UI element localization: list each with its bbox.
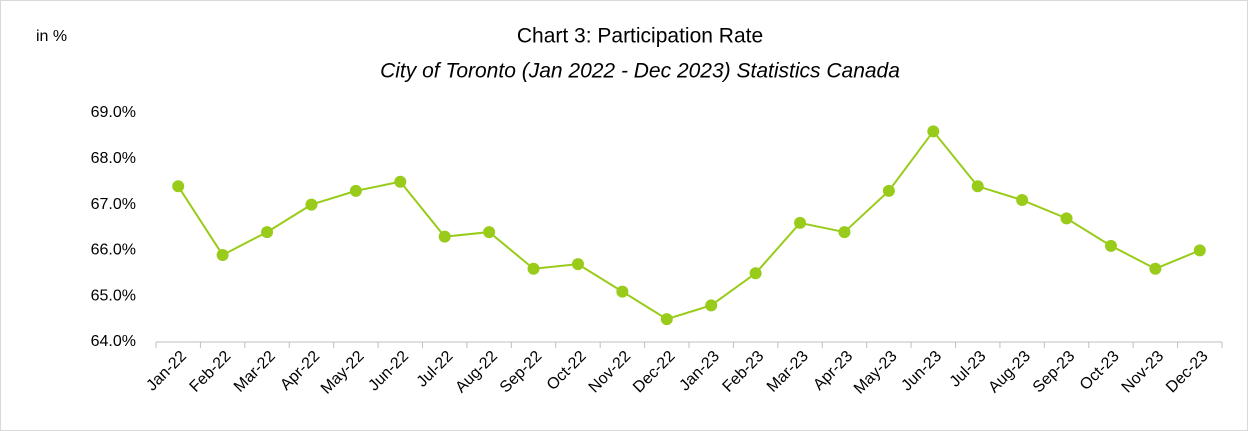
point [571,258,584,271]
y-tick-label: 64.0% [91,333,136,350]
point [616,285,629,298]
point [1104,239,1117,252]
point [838,226,851,239]
point [1060,212,1073,225]
point [394,175,407,188]
point [927,125,940,138]
y-tick-label: 67.0% [91,196,136,213]
point [483,226,496,239]
point [261,226,274,239]
point [527,262,540,275]
chart-title: Chart 3: Participation Rate [517,25,763,48]
y-tick-label: 69.0% [91,104,136,121]
point [705,299,718,312]
y-tick-label: 66.0% [91,242,136,259]
point [749,267,762,280]
point [1149,262,1162,275]
point [1016,194,1029,207]
point [305,198,318,211]
point [660,313,673,326]
y-tick-label: 65.0% [91,287,136,304]
line [177,129,1201,321]
point [1193,244,1206,257]
point [794,216,807,229]
point [216,248,229,261]
point [882,184,895,197]
y-tick-label: 68.0% [91,150,136,167]
point [971,180,984,193]
point [438,230,451,243]
point [172,180,185,193]
y-axis-label: in % [36,28,67,45]
point [349,184,362,197]
chart-subtitle: City of Toronto (Jan 2022 - Dec 2023) St… [380,60,900,83]
